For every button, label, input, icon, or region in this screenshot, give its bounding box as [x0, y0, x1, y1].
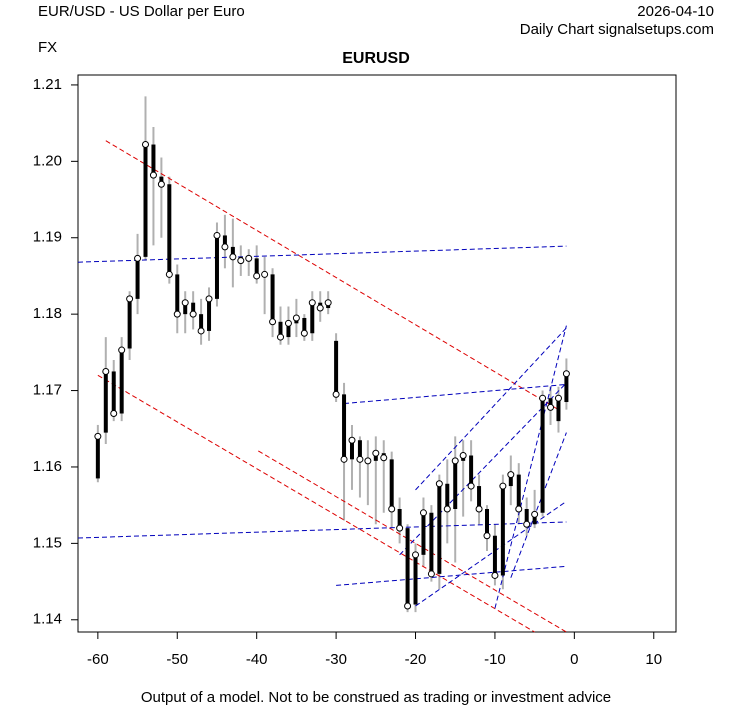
x-tick-label: -30 — [325, 651, 347, 668]
close-marker — [284, 319, 292, 327]
close-marker — [237, 257, 245, 265]
close-marker — [483, 532, 491, 540]
trend-line — [77, 245, 567, 263]
close-marker — [253, 272, 261, 280]
close-marker — [554, 394, 562, 402]
trend-line — [415, 500, 567, 607]
close-marker — [102, 367, 110, 375]
x-tick-label: 0 — [570, 651, 578, 668]
close-marker — [443, 505, 451, 513]
close-marker — [419, 509, 427, 517]
x-tick-label: -20 — [405, 651, 427, 668]
header-date: 2026-04-10 — [637, 3, 714, 20]
y-tick-label: 1.14 — [33, 611, 62, 628]
x-tick-label: 10 — [645, 651, 662, 668]
close-marker — [467, 482, 475, 490]
trend-line — [510, 432, 567, 578]
close-marker — [277, 333, 285, 341]
x-tick-label: -40 — [246, 651, 268, 668]
close-marker — [213, 231, 221, 239]
y-tick-label: 1.19 — [33, 229, 62, 246]
close-marker — [364, 457, 372, 465]
close-marker — [531, 510, 539, 518]
close-marker — [221, 243, 229, 251]
close-marker — [451, 457, 459, 465]
trend-line — [343, 383, 567, 405]
close-marker — [523, 520, 531, 528]
close-marker — [173, 310, 181, 318]
close-marker — [332, 390, 340, 398]
close-marker — [149, 171, 157, 179]
y-tick-label: 1.15 — [33, 534, 62, 551]
close-marker — [356, 455, 364, 463]
y-tick-label: 1.16 — [33, 458, 62, 475]
close-marker — [499, 482, 507, 490]
market-label: FX — [38, 39, 57, 56]
y-tick-label: 1.17 — [33, 382, 62, 399]
close-marker — [348, 436, 356, 444]
close-marker — [515, 505, 523, 513]
close-marker — [427, 570, 435, 578]
trend-line — [336, 565, 567, 586]
close-marker — [300, 329, 308, 337]
close-marker — [181, 299, 189, 307]
plot-frame — [77, 74, 677, 633]
close-marker — [261, 270, 269, 278]
close-marker — [197, 327, 205, 335]
close-marker — [412, 551, 420, 559]
footer-note: Output of a model. Not to be construed a… — [141, 689, 611, 706]
trend-line — [105, 140, 559, 411]
close-marker — [157, 180, 165, 188]
trend-line — [415, 327, 567, 491]
x-tick-label: -60 — [87, 651, 109, 668]
close-marker — [134, 254, 142, 262]
close-marker — [459, 452, 467, 460]
trend-line — [77, 521, 567, 539]
close-marker — [475, 505, 483, 513]
close-marker — [126, 295, 134, 303]
chart-title: EURUSD — [342, 50, 410, 67]
close-marker — [110, 409, 118, 417]
close-marker — [547, 403, 555, 411]
x-tick-label: -50 — [166, 651, 188, 668]
close-marker — [292, 314, 300, 322]
close-marker — [269, 318, 277, 326]
close-marker — [142, 141, 150, 149]
close-marker — [396, 524, 404, 532]
y-tick-label: 1.18 — [33, 305, 62, 322]
close-marker — [539, 394, 547, 402]
x-tick-label: -10 — [484, 651, 506, 668]
close-marker — [562, 370, 570, 378]
y-tick-label: 1.21 — [33, 76, 62, 93]
close-marker — [165, 270, 173, 278]
close-marker — [245, 254, 253, 262]
close-marker — [435, 480, 443, 488]
trend-line — [97, 374, 535, 633]
close-marker — [380, 454, 388, 462]
close-marker — [491, 571, 499, 579]
close-marker — [388, 505, 396, 513]
close-marker — [308, 299, 316, 307]
close-marker — [189, 310, 197, 318]
close-marker — [340, 455, 348, 463]
header-source: Daily Chart signalsetups.com — [520, 21, 714, 38]
y-tick-label: 1.20 — [33, 152, 62, 169]
close-marker — [507, 471, 515, 479]
trend-line — [494, 325, 567, 609]
close-marker — [205, 295, 213, 303]
close-marker — [404, 602, 412, 610]
close-marker — [316, 304, 324, 312]
close-marker — [229, 253, 237, 261]
header-left: EUR/USD - US Dollar per Euro — [38, 3, 245, 20]
close-marker — [118, 346, 126, 354]
close-marker — [372, 449, 380, 457]
close-marker — [94, 432, 102, 440]
close-marker — [324, 299, 332, 307]
